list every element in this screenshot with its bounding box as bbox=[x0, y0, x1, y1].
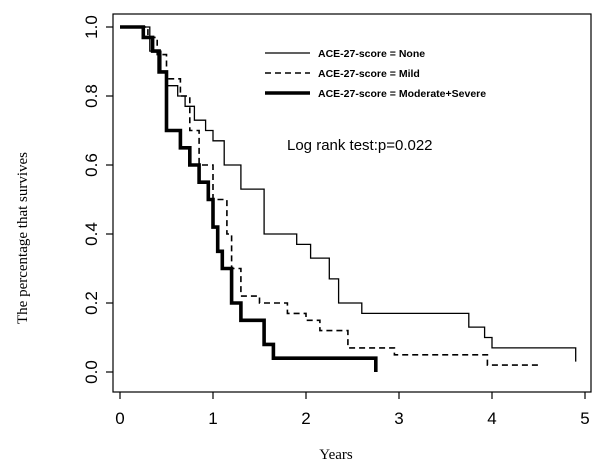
legend-label-none: ACE-27-score = None bbox=[318, 48, 425, 60]
x-tick-label: 1 bbox=[208, 409, 217, 428]
series-line-0 bbox=[120, 26, 577, 362]
y-tick-label: 0.6 bbox=[82, 153, 101, 177]
legend: ACE-27-score = None ACE-27-score = Mild … bbox=[265, 48, 486, 100]
legend-label-moderate-severe: ACE-27-score = Moderate+Severe bbox=[318, 88, 486, 100]
y-tick-label: 0.0 bbox=[82, 360, 101, 384]
x-tick-label: 4 bbox=[487, 409, 496, 428]
x-tick-label: 3 bbox=[394, 409, 403, 428]
y-tick-label: 0.2 bbox=[82, 291, 101, 315]
series-line-2 bbox=[120, 25, 378, 372]
log-rank-annotation: Log rank test:p=0.022 bbox=[287, 137, 433, 154]
x-tick-label: 0 bbox=[115, 409, 124, 428]
x-tick-label: 5 bbox=[580, 409, 589, 428]
legend-label-mild: ACE-27-score = Mild bbox=[318, 68, 420, 80]
y-axis: 0.0 0.2 0.4 0.6 0.8 1.0 bbox=[82, 15, 113, 384]
series-layer bbox=[120, 25, 577, 372]
y-tick-label: 0.4 bbox=[82, 222, 101, 246]
x-axis: 0 1 2 3 4 5 bbox=[115, 392, 590, 428]
y-tick-label: 1.0 bbox=[82, 15, 101, 39]
x-axis-title: Years bbox=[319, 447, 353, 463]
plot-frame bbox=[112, 13, 592, 393]
y-tick-label: 0.8 bbox=[82, 84, 101, 108]
y-axis-title: The percentage that survives bbox=[15, 152, 31, 324]
x-tick-label: 2 bbox=[301, 409, 310, 428]
